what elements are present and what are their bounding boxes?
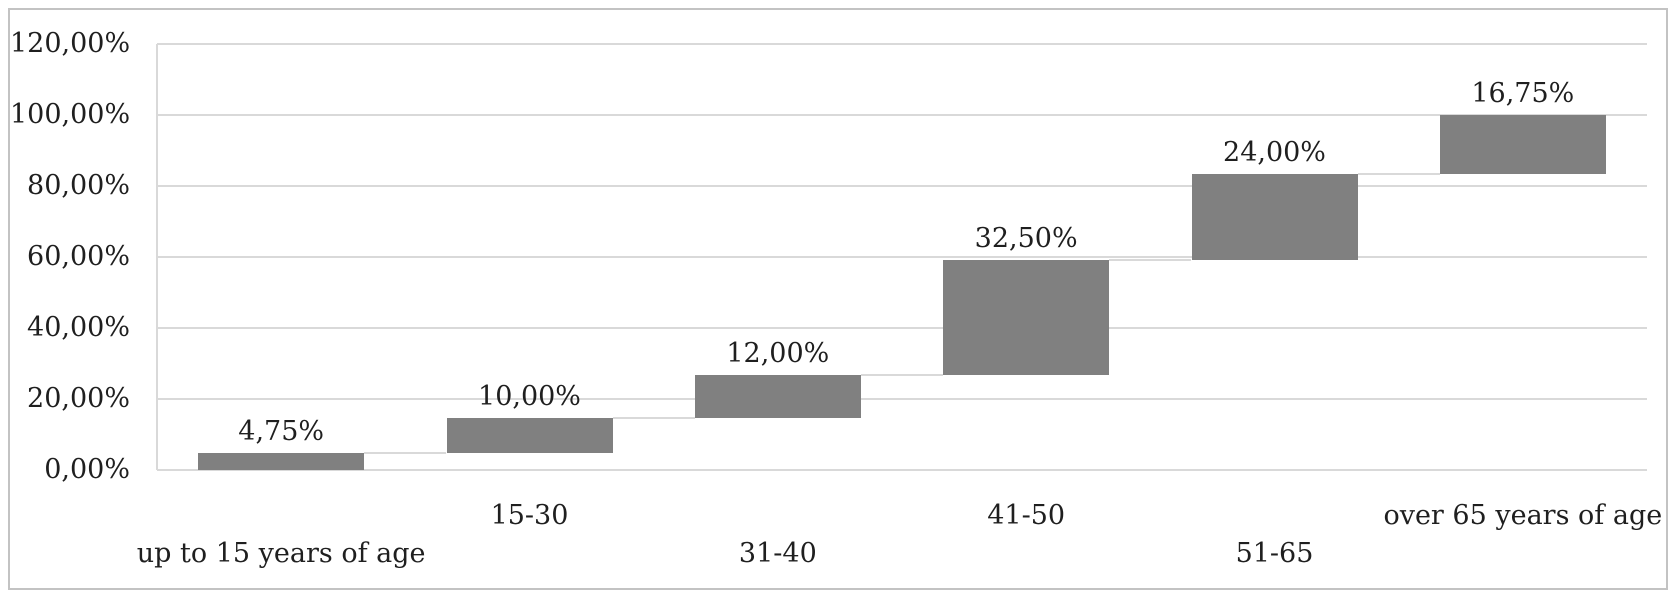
waterfall-bar-4 <box>943 259 1110 376</box>
connector-line-3 <box>860 374 944 377</box>
x-axis-category-label: 51-65 <box>1235 538 1314 569</box>
y-axis-tick-label: 120,00% <box>10 28 131 59</box>
chart-outer-frame <box>8 8 1668 590</box>
y-axis-tick-label: 40,00% <box>27 312 130 343</box>
bar-value-label: 24,00% <box>1223 137 1326 169</box>
x-axis-category-label: 31-40 <box>738 538 817 569</box>
connector-line-1 <box>364 452 447 455</box>
x-axis-category-label: over 65 years of age <box>1383 500 1663 531</box>
y-axis-tick-label: 60,00% <box>27 241 130 272</box>
gridline-0 <box>157 469 1647 471</box>
y-axis-line <box>156 44 158 470</box>
gridline-20 <box>157 398 1647 400</box>
connector-line-4 <box>1109 258 1192 261</box>
y-axis-tick-label: 0,00% <box>44 454 130 485</box>
connector-line-5 <box>1357 173 1440 176</box>
x-axis-category-label: up to 15 years of age <box>136 538 426 569</box>
bar-value-label: 10,00% <box>478 380 581 412</box>
y-axis-tick-label: 20,00% <box>27 383 130 414</box>
gridline-80 <box>157 185 1647 187</box>
x-axis-category-label: 41-50 <box>987 500 1066 531</box>
bar-value-label: 4,75% <box>238 416 325 448</box>
gridline-60 <box>157 256 1647 258</box>
waterfall-bar-6 <box>1439 115 1606 175</box>
waterfall-bar-3 <box>694 375 861 418</box>
bar-value-label: 12,00% <box>726 338 830 370</box>
y-axis-tick-label: 100,00% <box>10 99 131 130</box>
bar-value-label: 16,75% <box>1471 78 1575 109</box>
gridline-100 <box>157 114 1647 116</box>
gridline-120 <box>157 43 1647 45</box>
bar-value-label: 32,50% <box>974 222 1078 254</box>
connector-line-2 <box>612 416 695 419</box>
x-axis-category-label: 15-30 <box>490 500 569 531</box>
waterfall-bar-1 <box>198 453 365 470</box>
waterfall-bar-5 <box>1191 174 1358 260</box>
y-axis-tick-label: 80,00% <box>27 170 130 201</box>
gridline-40 <box>157 327 1647 329</box>
waterfall-bar-2 <box>446 417 613 454</box>
